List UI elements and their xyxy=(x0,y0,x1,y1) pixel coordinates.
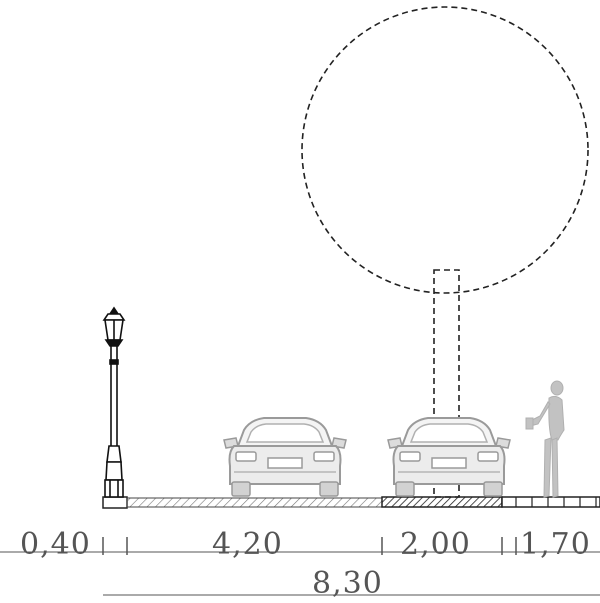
tree-trunk-outline xyxy=(433,269,460,498)
lamp-base-strip xyxy=(102,496,128,509)
sidewalk-surface xyxy=(501,496,600,508)
tree-canopy-outline xyxy=(301,6,589,294)
total-width-label: 8,30 xyxy=(312,566,383,601)
segment-label-roadway: 4,20 xyxy=(212,527,283,562)
car-icon xyxy=(387,417,511,497)
car-icon xyxy=(223,417,347,497)
segment-label-sidewalk: 1,70 xyxy=(520,527,591,562)
sidewalk-paving-joints xyxy=(515,497,597,507)
total-dimension-line: 8,30 xyxy=(103,566,600,601)
segment-label-parking: 2,00 xyxy=(400,527,471,562)
pedestrian-icon xyxy=(525,380,565,498)
parking-strip-surface xyxy=(381,496,503,508)
segment-dimension-line: 0,40 4,20 2,00 1,70 xyxy=(0,527,600,562)
segment-label-lamp-strip: 0,40 xyxy=(20,527,91,562)
tree-canopy-icon xyxy=(301,6,589,498)
roadway-surface xyxy=(126,497,383,508)
ground-profile xyxy=(102,496,600,509)
street-lamp-icon xyxy=(102,306,126,498)
